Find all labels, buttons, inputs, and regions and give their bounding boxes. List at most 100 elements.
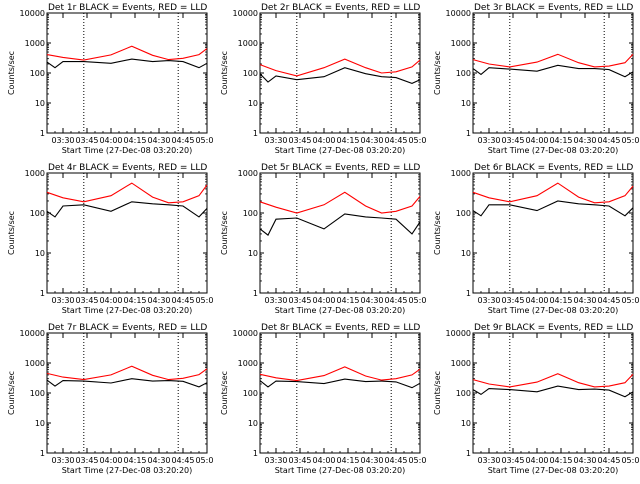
chart-title: Det 6r BLACK = Events, RED = LLD: [474, 163, 633, 173]
x-tick-label: 03:45: [501, 456, 524, 465]
x-axis-label: Start Time (27-Dec-08 03:20:20): [62, 306, 193, 315]
x-tick-label: 05:00: [621, 136, 639, 145]
x-tick-label: 05:00: [195, 296, 213, 305]
x-tick-label: 03:30: [477, 296, 500, 305]
x-tick-label: 04:30: [573, 136, 596, 145]
chart-title: Det 3r BLACK = Events, RED = LLD: [474, 3, 633, 13]
x-tick-label: 03:30: [477, 456, 500, 465]
x-tick-label: 04:15: [123, 136, 146, 145]
x-tick-label: 04:30: [147, 136, 170, 145]
y-tick-label: 100: [456, 69, 471, 78]
y-tick-label: 1000: [238, 169, 258, 178]
x-tick-label: 03:45: [75, 456, 98, 465]
series-line-1: [46, 58, 208, 69]
plot-frame: [46, 12, 208, 134]
x-tick-label: 05:00: [621, 456, 639, 465]
chart-title: Det 9r BLACK = Events, RED = LLD: [474, 323, 633, 333]
x-tick-label: 03:45: [75, 136, 98, 145]
series-line-2: [259, 191, 421, 214]
plot-frame: [259, 172, 421, 294]
x-tick-label: 04:45: [597, 296, 620, 305]
chart-svg: Det 2r BLACK = Events, RED = LLD 1 10 100 10…: [220, 3, 432, 155]
series-line-1: [472, 64, 634, 78]
plot-frame: [472, 332, 634, 454]
x-tick-label: 03:30: [264, 296, 287, 305]
x-tick-label: 04:15: [123, 456, 146, 465]
x-tick-label: 04:30: [360, 136, 383, 145]
y-tick-label: 10: [248, 249, 258, 258]
x-tick-label: 04:15: [336, 296, 359, 305]
x-tick-label: 05:00: [195, 136, 213, 145]
chart-title: Det 4r BLACK = Events, RED = LLD: [48, 163, 207, 173]
y-tick-label: 10: [35, 419, 45, 428]
x-tick-label: 04:15: [549, 296, 572, 305]
series-line-1: [46, 378, 208, 388]
x-tick-label: 04:00: [312, 296, 335, 305]
y-tick-label: 10: [248, 99, 258, 108]
x-tick-label: 04:45: [384, 296, 407, 305]
y-tick-label: 1: [253, 129, 258, 138]
chart-svg: Det 9r BLACK = Events, RED = LLD 1 10 100 10…: [433, 323, 640, 475]
series-line-1: [472, 385, 634, 398]
x-tick-label: 04:00: [99, 296, 122, 305]
y-axis-label: Counts/sec: [7, 211, 16, 255]
y-tick-label: 1: [253, 289, 258, 298]
y-tick-label: 10000: [233, 329, 258, 338]
y-tick-label: 1000: [451, 39, 471, 48]
y-tick-label: 10000: [20, 9, 45, 18]
x-tick-label: 04:00: [312, 456, 335, 465]
chart-svg: Det 4r BLACK = Events, RED = LLD 1 10 100 10…: [7, 163, 219, 315]
x-axis-label: Start Time (27-Dec-08 03:20:20): [488, 306, 619, 315]
y-tick-label: 10: [461, 99, 471, 108]
y-axis-label: Counts/sec: [7, 51, 16, 95]
x-tick-label: 04:45: [597, 456, 620, 465]
x-tick-label: 04:15: [123, 296, 146, 305]
x-tick-label: 03:30: [264, 136, 287, 145]
x-tick-label: 05:00: [195, 456, 213, 465]
chart-svg: Det 7r BLACK = Events, RED = LLD 1 10 100 10…: [7, 323, 219, 475]
detector-chart-8: Det 8r BLACK = Events, RED = LLD 1 10 100 10…: [213, 320, 432, 480]
x-tick-label: 04:30: [360, 296, 383, 305]
y-axis-label: Counts/sec: [220, 51, 229, 95]
series-line-1: [259, 67, 421, 84]
y-axis-label: Counts/sec: [220, 211, 229, 255]
x-tick-label: 03:45: [288, 136, 311, 145]
y-tick-label: 1: [40, 449, 45, 458]
y-axis-label: Counts/sec: [433, 51, 442, 95]
y-tick-label: 100: [30, 209, 45, 218]
y-tick-label: 10: [248, 419, 258, 428]
series-line-1: [472, 200, 634, 217]
x-tick-label: 03:45: [288, 296, 311, 305]
x-tick-label: 04:15: [549, 136, 572, 145]
y-axis-label: Counts/sec: [433, 211, 442, 255]
series-line-2: [472, 373, 634, 388]
x-tick-label: 04:00: [525, 136, 548, 145]
x-tick-label: 05:00: [408, 456, 426, 465]
chart-title: Det 8r BLACK = Events, RED = LLD: [261, 323, 420, 333]
series-line-2: [46, 45, 208, 61]
x-tick-label: 03:30: [264, 456, 287, 465]
x-tick-label: 05:00: [408, 136, 426, 145]
x-tick-label: 04:00: [312, 136, 335, 145]
y-tick-label: 100: [243, 69, 258, 78]
y-tick-label: 1000: [451, 359, 471, 368]
series-line-2: [46, 365, 208, 381]
x-tick-label: 03:45: [501, 296, 524, 305]
x-tick-label: 04:00: [525, 456, 548, 465]
detector-chart-9: Det 9r BLACK = Events, RED = LLD 1 10 100 10…: [426, 320, 640, 480]
y-tick-label: 1000: [25, 39, 45, 48]
x-tick-label: 04:15: [549, 456, 572, 465]
y-tick-label: 10: [35, 249, 45, 258]
x-tick-label: 04:45: [597, 136, 620, 145]
y-tick-label: 1: [466, 129, 471, 138]
x-tick-label: 04:00: [99, 456, 122, 465]
series-line-1: [259, 378, 421, 389]
y-tick-label: 10000: [233, 9, 258, 18]
x-tick-label: 04:45: [171, 296, 194, 305]
x-tick-label: 04:30: [147, 296, 170, 305]
detector-chart-4: Det 4r BLACK = Events, RED = LLD 1 10 100 10…: [0, 160, 219, 320]
x-tick-label: 04:00: [525, 296, 548, 305]
y-tick-label: 1000: [25, 359, 45, 368]
detector-chart-5: Det 5r BLACK = Events, RED = LLD 1 10 100 10…: [213, 160, 432, 320]
x-tick-label: 04:15: [336, 456, 359, 465]
